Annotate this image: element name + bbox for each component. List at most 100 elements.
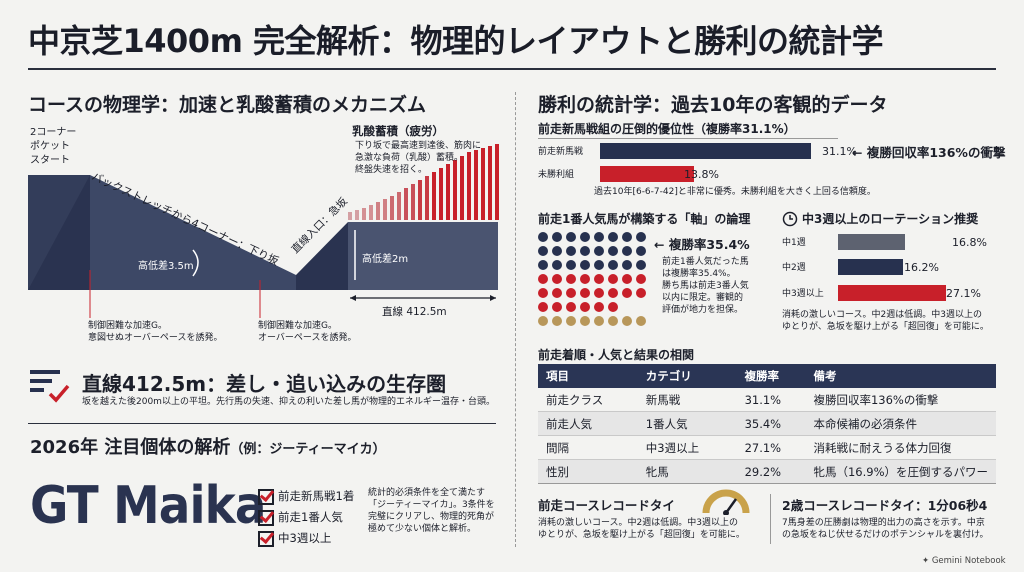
favorite-dot [580, 316, 590, 326]
favorite-dot [622, 316, 632, 326]
prev-race-title: 前走新馬戦組の圧倒的優位性（複勝率31.1%） [538, 122, 796, 136]
favorite-dot [566, 246, 576, 256]
course-profile-diagram [28, 144, 499, 318]
favorite-dot [552, 274, 562, 284]
table-cell: 29.2% [736, 459, 806, 484]
table-cell: 間隔 [538, 435, 638, 460]
favorite-dot [608, 274, 618, 284]
favorite-dot [580, 288, 590, 298]
table-cell: 27.1% [736, 435, 806, 460]
favorite-dot [566, 260, 576, 270]
elevation-left-label: 高低差3.5m [138, 261, 194, 272]
favorite-dot [608, 232, 618, 242]
straight-icon [30, 370, 70, 403]
favorite-dot [594, 302, 604, 312]
favorite-dot [608, 316, 618, 326]
favorite-dot [622, 288, 632, 298]
table-row: 前走人気 1番人気 35.4% 本命候補の必須条件 [538, 411, 996, 436]
favorite-dot [566, 288, 576, 298]
favorite-dot-grid [538, 232, 658, 332]
favorite-dot [636, 246, 646, 256]
rotation-label-2: 中2週 [782, 263, 806, 273]
favorite-desc: 前走1番人気だった馬 は複勝率35.4%。 勝ち馬は前走3番人気 以内に限定。審… [662, 257, 749, 315]
table-cell: 本命候補の必須条件 [805, 411, 996, 436]
straight-desc: 坂を越えた後200m以上の平坦。先行馬の失速、抑えの利いた差し馬が物理的エネルギ… [82, 397, 495, 407]
check-item: 前走1番人気 [258, 507, 354, 528]
favorite-dot [538, 302, 548, 312]
table-header: 項目 [538, 364, 638, 388]
favorite-dot [566, 232, 576, 242]
favorite-dot [580, 260, 590, 270]
elevation-arrow-left [192, 249, 199, 277]
favorite-dot [552, 316, 562, 326]
stats-section-title: 勝利の統計学：過去10年の客観的データ [538, 94, 888, 116]
favorite-dot [608, 288, 618, 298]
favorite-dot [608, 302, 618, 312]
check-item: 前走新馬戦1着 [258, 486, 354, 507]
record-left-desc: 消耗の激しいコース。中2週は低調。中3週以上の ゆとりが、急坂を駆け上がる「超回… [538, 518, 745, 540]
start-label: 2コーナー ポケット スタート [30, 127, 77, 166]
focus-divider [28, 423, 496, 424]
favorite-dot [538, 288, 548, 298]
focus-title-example: （例：ジーティーマイカ） [230, 442, 386, 457]
table-cell: 1番人気 [637, 411, 737, 436]
prev-race-bar-2 [600, 166, 694, 182]
rotation-label-3: 中3週以上 [782, 289, 824, 299]
table-cell: 牝馬 [637, 459, 737, 484]
favorite-dot [594, 246, 604, 256]
rotation-value-3: 27.1% [946, 287, 981, 300]
favorite-dot [636, 288, 646, 298]
record-right-desc: 7馬身差の圧勝劇は物理的出力の高さを示す。中京 の急坂をねじ伏せるだけのポテンシ… [782, 518, 989, 540]
favorite-dot [594, 232, 604, 242]
favorite-dot [580, 246, 590, 256]
favorite-dot [580, 232, 590, 242]
favorite-dot [566, 302, 576, 312]
checkbox-icon [258, 509, 274, 526]
uphill-slope [296, 222, 348, 290]
favorite-dot [538, 316, 548, 326]
clock-icon [782, 211, 798, 227]
straight-title: 直線412.5m：差し・追い込みの生存圏 [82, 372, 447, 396]
favorite-dot [594, 274, 604, 284]
table-header: 複勝率 [736, 364, 806, 388]
favorite-dot [566, 274, 576, 284]
favorite-dot [552, 260, 562, 270]
page-title: 中京芝1400m 完全解析：物理的レイアウトと勝利の統計学 [28, 22, 884, 60]
lactic-bars [348, 144, 499, 220]
favorite-dot [594, 316, 604, 326]
favorite-dot [594, 260, 604, 270]
favorite-dot [622, 274, 632, 284]
checkbox-icon [258, 530, 274, 547]
focus-desc: 統計的必須条件を全て満たす 「ジーティーマイカ」。3条件を 完璧にクリアし、物理… [368, 488, 495, 534]
rotation-title: 中3週以上のローテーション推奨 [802, 212, 979, 226]
favorite-dot [622, 246, 632, 256]
record-left-title: 前走コースレコードタイ [538, 498, 675, 513]
favorite-dot [608, 246, 618, 256]
correlation-title: 前走着順・人気と結果の相関 [538, 348, 695, 362]
favorite-dot [552, 246, 562, 256]
focus-checklist: 前走新馬戦1着 前走1番人気 中3週以上 [258, 486, 354, 549]
prev-race-callout: ← 複勝回収率136%の衝撃 [852, 145, 1006, 160]
prev-race-bar-1 [600, 143, 812, 159]
column-divider [515, 92, 517, 547]
focus-title: 2026年 注目個体の解析 [30, 437, 231, 458]
favorite-dot [538, 232, 548, 242]
favorite-dot [552, 302, 562, 312]
prev-race-value-1: 31.1% [822, 145, 857, 158]
note-left: 制御困難な加速G。 意図せぬオーバーペースを誘発。 [88, 321, 223, 343]
checkbox-icon [258, 488, 274, 505]
favorite-dot [538, 274, 548, 284]
favorite-dot [622, 232, 632, 242]
table-header: 備考 [805, 364, 996, 388]
straight-length-label: 直線 412.5m [382, 306, 447, 318]
table-cell: 中3週以上 [637, 435, 737, 460]
table-cell: 前走人気 [538, 411, 638, 436]
table-cell: 性別 [538, 459, 638, 484]
table-cell: 新馬戦 [637, 388, 737, 412]
rotation-bar-2 [838, 259, 903, 275]
prev-race-label-2: 未勝利組 [538, 170, 575, 180]
favorite-dot [552, 232, 562, 242]
rotation-value-2: 16.2% [904, 261, 939, 274]
favorite-dot [636, 274, 646, 284]
watermark: ✦ Gemini Notebook [922, 556, 1006, 566]
